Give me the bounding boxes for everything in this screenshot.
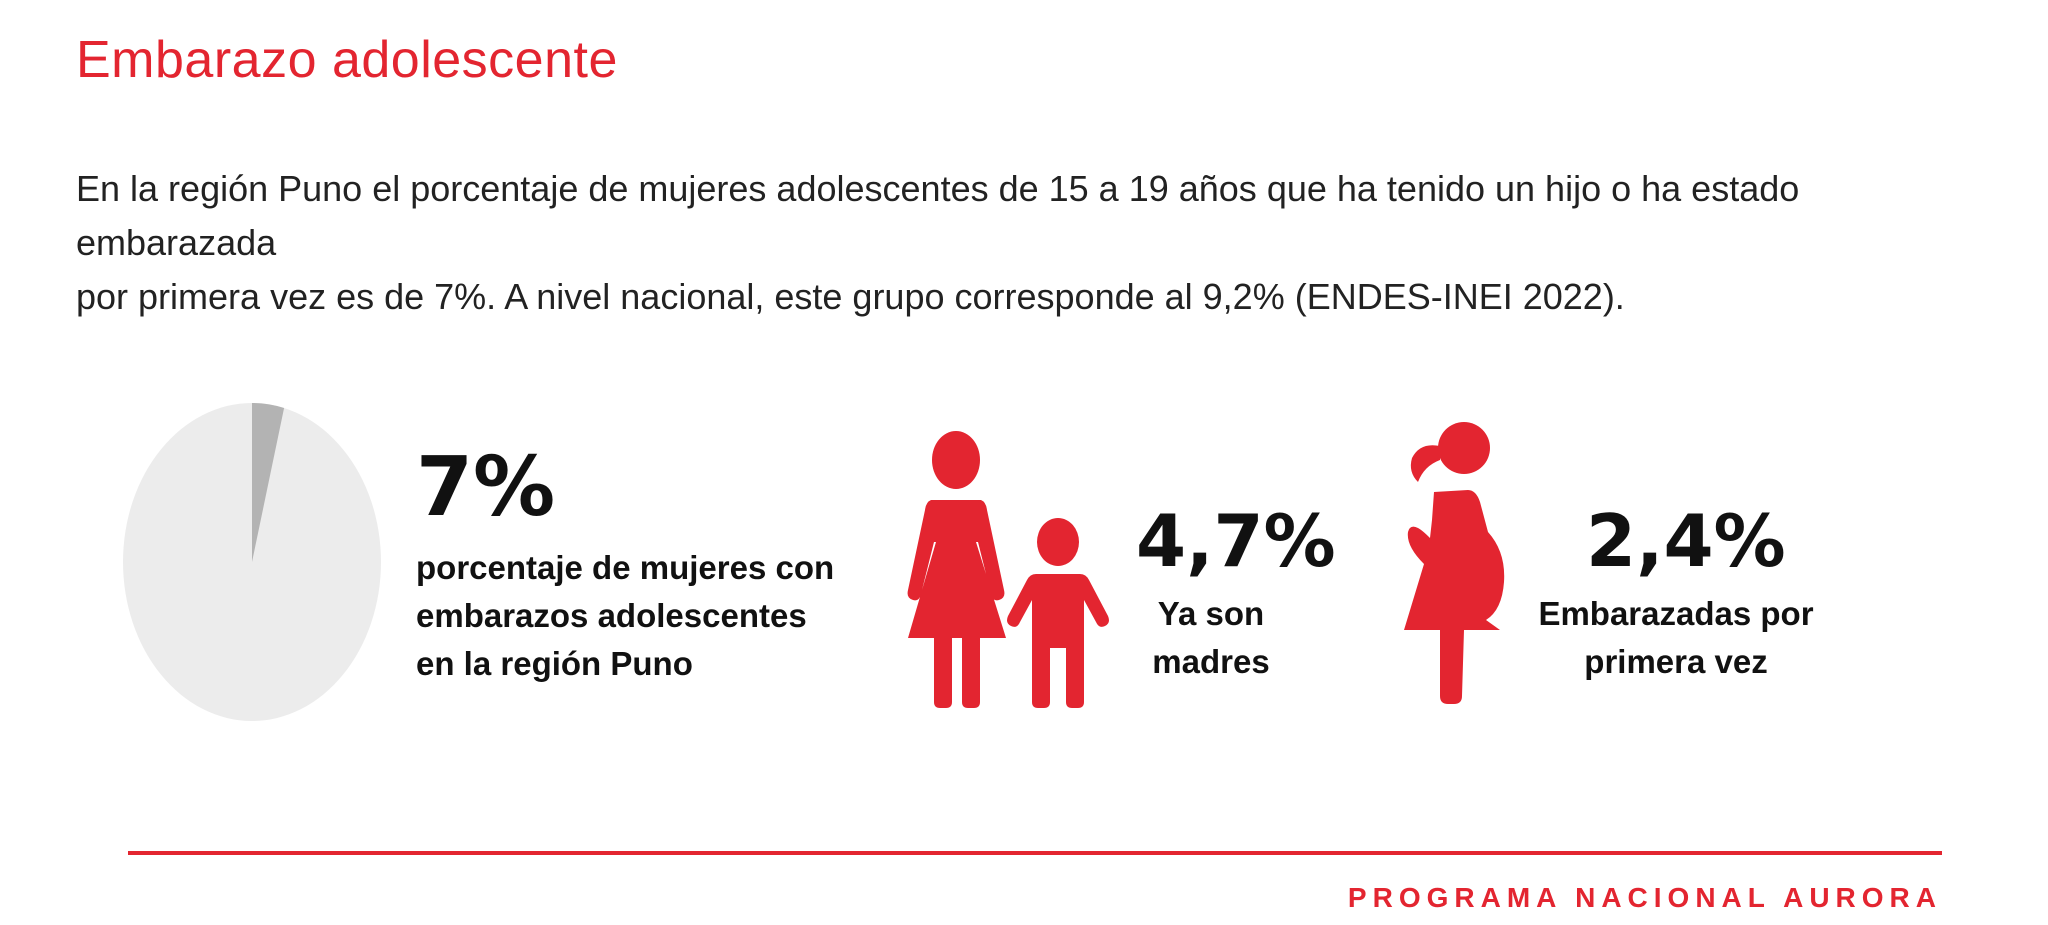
intro-line-2: por primera vez es de 7%. A nivel nacion… [76, 276, 1625, 317]
footer-divider [128, 851, 1942, 855]
pregnant-stat-desc-line-1: Embarazadas por [1538, 595, 1814, 632]
pie-chart [123, 403, 381, 721]
main-stat-desc-line-1: porcentaje de mujeres con [416, 549, 835, 586]
mothers-stat-desc-line-1: Ya son [1157, 595, 1265, 632]
footer-brand: PROGRAMA NACIONAL AURORA [1347, 882, 1942, 913]
page-title: Embarazo adolescente [76, 31, 618, 89]
mothers-stat-desc-line-2: madres [1152, 643, 1270, 680]
pie-slice-highlight [252, 403, 285, 562]
mother-and-child-icon [907, 431, 1109, 708]
main-stat-desc-line-2: embarazos adolescentes [416, 597, 807, 634]
main-stat-value: 7% [416, 440, 556, 535]
main-stat-description: porcentaje de mujeres con embarazos adol… [416, 544, 834, 688]
mothers-stat-value: 4,7% [1136, 499, 1336, 583]
main-stat-desc-line-3: en la región Puno [416, 645, 693, 682]
pregnant-stat-description: Embarazadas por primera vez [1536, 590, 1816, 686]
intro-line-1: En la región Puno el porcentaje de mujer… [76, 168, 1800, 263]
pregnant-stat-value: 2,4% [1586, 499, 1786, 583]
mothers-stat-description: Ya son madres [1136, 590, 1286, 686]
pregnant-woman-icon [1404, 422, 1505, 704]
intro-paragraph: En la región Puno el porcentaje de mujer… [76, 162, 1976, 324]
pregnant-stat-desc-line-2: primera vez [1584, 643, 1768, 680]
